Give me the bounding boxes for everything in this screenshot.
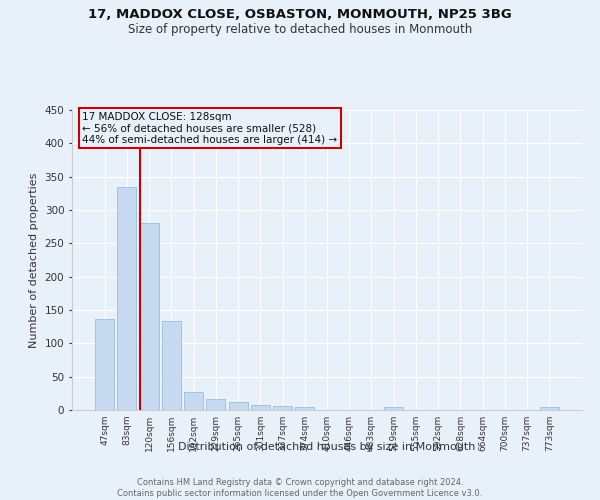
Bar (229, 402, 248, 410)
Text: 17, MADDOX CLOSE, OSBASTON, MONMOUTH, NP25 3BG: 17, MADDOX CLOSE, OSBASTON, MONMOUTH, NP… (88, 8, 512, 20)
Bar (273, 406, 292, 410)
Bar (251, 404, 270, 410)
Bar (140, 222, 158, 410)
Bar (206, 400, 225, 410)
Text: Distribution of detached houses by size in Monmouth: Distribution of detached houses by size … (178, 442, 476, 452)
Text: 17 MADDOX CLOSE: 128sqm
← 56% of detached houses are smaller (528)
44% of semi-d: 17 MADDOX CLOSE: 128sqm ← 56% of detache… (82, 112, 337, 144)
Text: Size of property relative to detached houses in Monmouth: Size of property relative to detached ho… (128, 22, 472, 36)
Bar (162, 320, 181, 410)
Bar (118, 186, 136, 410)
Bar (384, 406, 403, 410)
Bar (295, 408, 314, 410)
Y-axis label: Number of detached properties: Number of detached properties (29, 172, 39, 348)
Bar (184, 392, 203, 410)
Text: Contains HM Land Registry data © Crown copyright and database right 2024.
Contai: Contains HM Land Registry data © Crown c… (118, 478, 482, 498)
Bar (540, 408, 559, 410)
Bar (95, 320, 114, 410)
